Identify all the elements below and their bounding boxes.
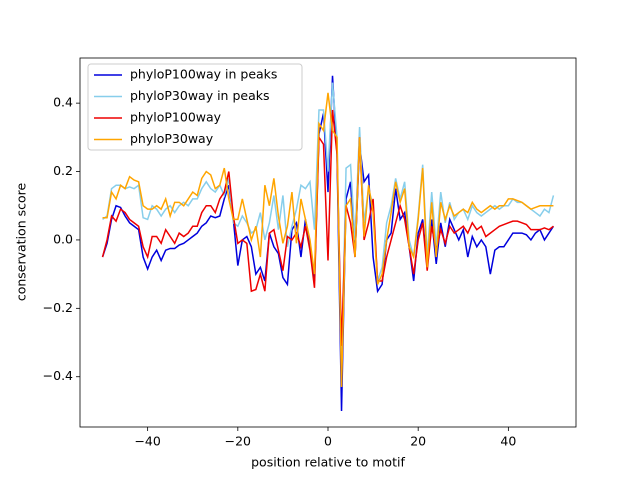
series-line — [102, 92, 554, 388]
x-tick-label: 20 — [410, 434, 426, 449]
y-axis-label: conservation score — [14, 183, 29, 302]
y-tick-label: 0.0 — [53, 231, 73, 246]
legend-label: phyloP100way — [130, 110, 222, 125]
legend-box — [87, 63, 303, 151]
y-tick-label: 0.2 — [53, 163, 73, 178]
x-axis-label: position relative to motif — [251, 455, 405, 470]
y-tick-label: −0.4 — [43, 368, 73, 383]
series-line — [101, 75, 555, 411]
x-tick-label: −20 — [225, 434, 251, 449]
legend-label: phyloP30way in peaks — [130, 88, 269, 103]
x-tick-label: 0 — [324, 434, 332, 449]
x-tick-label: 40 — [500, 434, 516, 449]
legend-label: phyloP30way — [130, 131, 214, 146]
series-line — [102, 82, 555, 370]
series-line — [101, 109, 554, 346]
x-tick-label: −40 — [134, 434, 160, 449]
y-tick-label: −0.2 — [43, 300, 73, 315]
y-tick-label: 0.4 — [53, 95, 73, 110]
legend-label: phyloP100way in peaks — [130, 67, 277, 82]
plot-frame — [79, 57, 577, 428]
